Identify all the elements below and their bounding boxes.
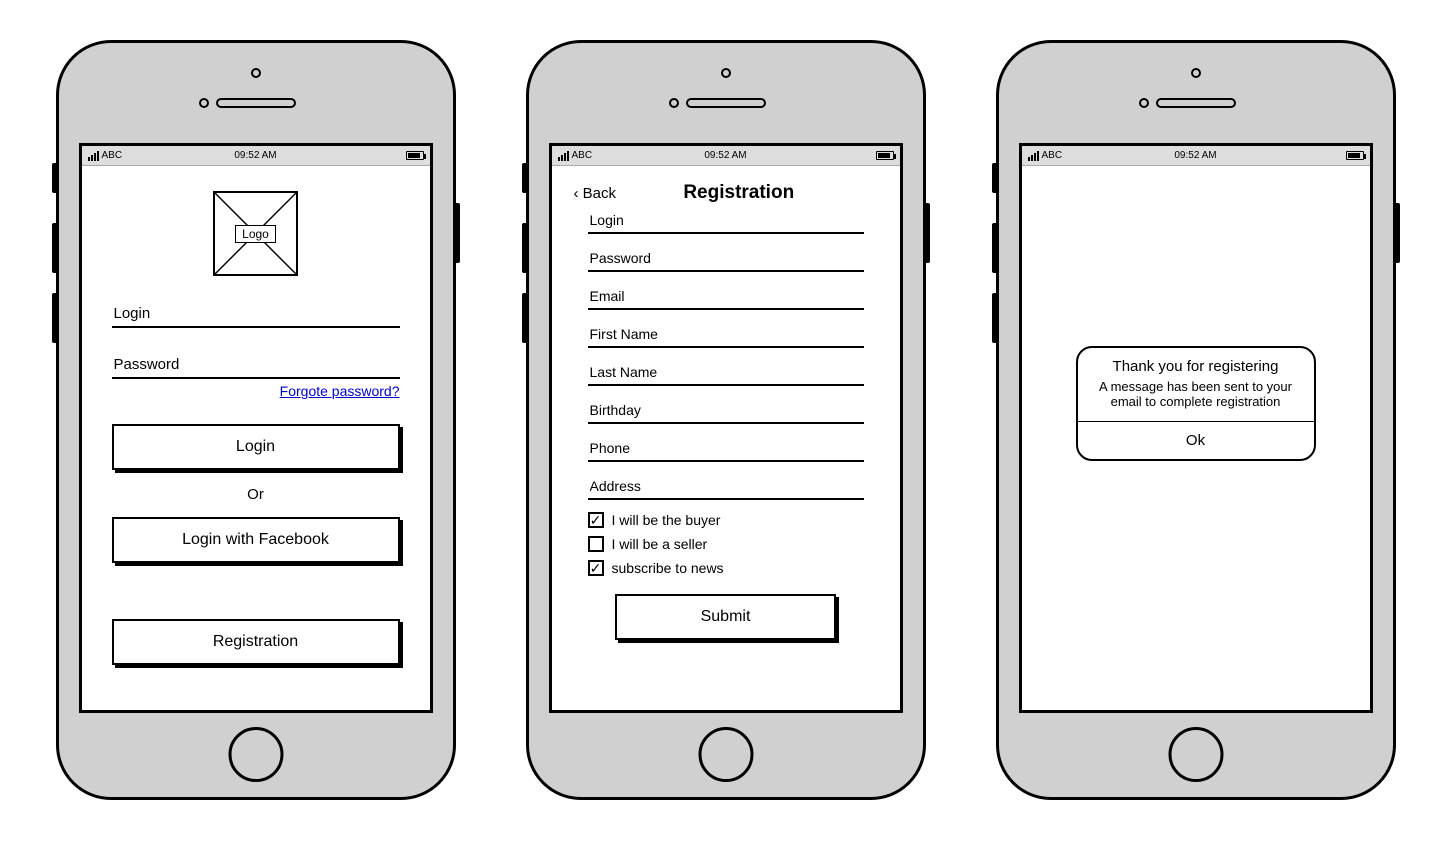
- battery-icon: [406, 151, 424, 160]
- speaker-grill-icon: [686, 98, 766, 108]
- volume-down-icon: [522, 293, 529, 343]
- back-button[interactable]: ‹ Back: [574, 185, 617, 202]
- volume-up-icon: [522, 223, 529, 273]
- home-button-icon[interactable]: [1168, 727, 1223, 782]
- volume-up-icon: [52, 223, 59, 273]
- status-bar: ABC 09:52 AM: [1022, 146, 1370, 166]
- facebook-login-button[interactable]: Login with Facebook: [112, 517, 400, 563]
- carrier-label: ABC: [1042, 150, 1063, 161]
- phone-mock-registration: ABC 09:52 AM ‹ Back Registration ✓ I w: [526, 40, 926, 800]
- camera-dot-icon: [251, 68, 261, 78]
- login-input[interactable]: [112, 301, 400, 328]
- home-button-icon[interactable]: [228, 727, 283, 782]
- mute-switch-icon: [522, 163, 529, 193]
- reg-login-input[interactable]: [588, 208, 864, 234]
- camera-dot-icon: [1191, 68, 1201, 78]
- sensor-dot-icon: [199, 98, 209, 108]
- buyer-checkbox-label: I will be the buyer: [612, 512, 721, 528]
- login-content: Logo Forgote password? Login Or Login wi…: [82, 166, 430, 710]
- mute-switch-icon: [992, 163, 999, 193]
- submit-button[interactable]: Submit: [615, 594, 836, 640]
- reg-phone-input[interactable]: [588, 436, 864, 462]
- registration-button[interactable]: Registration: [112, 619, 400, 665]
- page-title: Registration: [630, 182, 847, 204]
- battery-icon: [1346, 151, 1364, 160]
- power-button-icon: [923, 203, 930, 263]
- volume-up-icon: [992, 223, 999, 273]
- speaker-grill-icon: [216, 98, 296, 108]
- reg-password-input[interactable]: [588, 246, 864, 272]
- confirmation-dialog: Thank you for registering A message has …: [1076, 346, 1316, 461]
- password-input[interactable]: [112, 352, 400, 379]
- sensor-dot-icon: [669, 98, 679, 108]
- phone-mock-login: ABC 09:52 AM Logo Forgote password? Logi…: [56, 40, 456, 800]
- forgot-password-link[interactable]: Forgote password?: [112, 383, 400, 399]
- reg-birthday-input[interactable]: [588, 398, 864, 424]
- camera-dot-icon: [721, 68, 731, 78]
- news-checkbox-label: subscribe to news: [612, 560, 724, 576]
- logo-placeholder: Logo: [213, 191, 298, 276]
- news-checkbox[interactable]: ✓: [588, 560, 604, 576]
- volume-down-icon: [992, 293, 999, 343]
- clock-label: 09:52 AM: [704, 150, 746, 161]
- sensor-dot-icon: [1139, 98, 1149, 108]
- logo-label: Logo: [235, 225, 276, 243]
- reg-address-input[interactable]: [588, 474, 864, 500]
- mute-switch-icon: [52, 163, 59, 193]
- reg-firstname-input[interactable]: [588, 322, 864, 348]
- registration-content: ‹ Back Registration ✓ I will be the buye…: [552, 166, 900, 710]
- carrier-label: ABC: [572, 150, 593, 161]
- carrier-label: ABC: [102, 150, 123, 161]
- clock-label: 09:52 AM: [1174, 150, 1216, 161]
- buyer-checkbox[interactable]: ✓: [588, 512, 604, 528]
- power-button-icon: [1393, 203, 1400, 263]
- home-button-icon[interactable]: [698, 727, 753, 782]
- signal-icon: [558, 151, 569, 161]
- seller-checkbox[interactable]: [588, 536, 604, 552]
- signal-icon: [1028, 151, 1039, 161]
- dialog-message: A message has been sent to your email to…: [1078, 379, 1314, 421]
- speaker-grill-icon: [1156, 98, 1236, 108]
- power-button-icon: [453, 203, 460, 263]
- registration-screen: ABC 09:52 AM ‹ Back Registration ✓ I w: [549, 143, 903, 713]
- battery-icon: [876, 151, 894, 160]
- volume-down-icon: [52, 293, 59, 343]
- or-divider-label: Or: [112, 486, 400, 503]
- dialog-title: Thank you for registering: [1078, 348, 1314, 379]
- signal-icon: [88, 151, 99, 161]
- phone-mock-confirmation: ABC 09:52 AM Thank you for registering A…: [996, 40, 1396, 800]
- reg-email-input[interactable]: [588, 284, 864, 310]
- login-screen: ABC 09:52 AM Logo Forgote password? Logi…: [79, 143, 433, 713]
- confirmation-screen: ABC 09:52 AM Thank you for registering A…: [1019, 143, 1373, 713]
- clock-label: 09:52 AM: [234, 150, 276, 161]
- status-bar: ABC 09:52 AM: [552, 146, 900, 166]
- reg-lastname-input[interactable]: [588, 360, 864, 386]
- login-button[interactable]: Login: [112, 424, 400, 470]
- dialog-ok-button[interactable]: Ok: [1078, 422, 1314, 459]
- seller-checkbox-label: I will be a seller: [612, 536, 708, 552]
- status-bar: ABC 09:52 AM: [82, 146, 430, 166]
